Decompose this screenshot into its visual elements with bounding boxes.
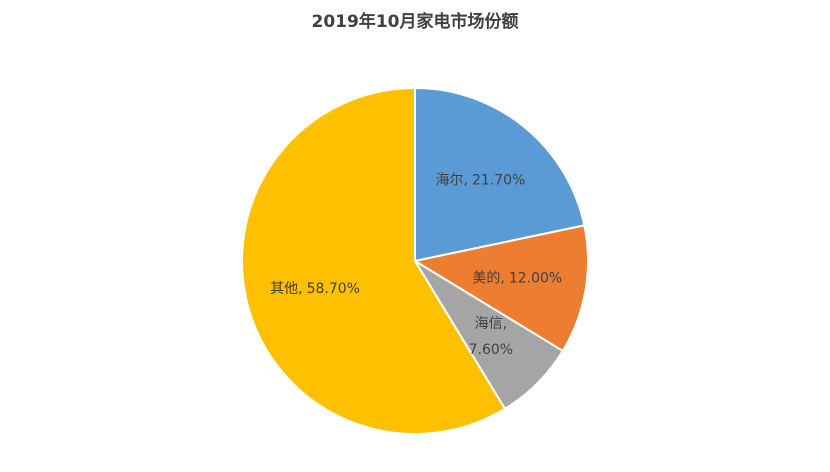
data-label: 其他, 58.70% xyxy=(270,281,360,297)
pie-slice xyxy=(412,224,589,353)
data-label-value: 7.60% xyxy=(469,342,513,358)
pie-slice xyxy=(241,86,507,435)
data-label: 美的, 12.00% xyxy=(472,271,562,287)
data-label-value: 21.70% xyxy=(472,172,525,188)
data-label-category: 海信, xyxy=(475,316,507,332)
pie-slice xyxy=(414,86,586,263)
data-label: 海尔, 21.70% xyxy=(435,172,525,188)
data-label-category: 美的, xyxy=(472,271,504,287)
data-label-category: 其他, xyxy=(270,281,302,297)
data-label-value: 58.70% xyxy=(307,281,360,297)
chart-title: 2019年10月家电市场份额 xyxy=(312,11,519,32)
data-label: 海信, 7.60% xyxy=(469,316,513,358)
data-label-category: 海尔, xyxy=(435,172,467,188)
data-label-value: 12.00% xyxy=(509,271,562,287)
